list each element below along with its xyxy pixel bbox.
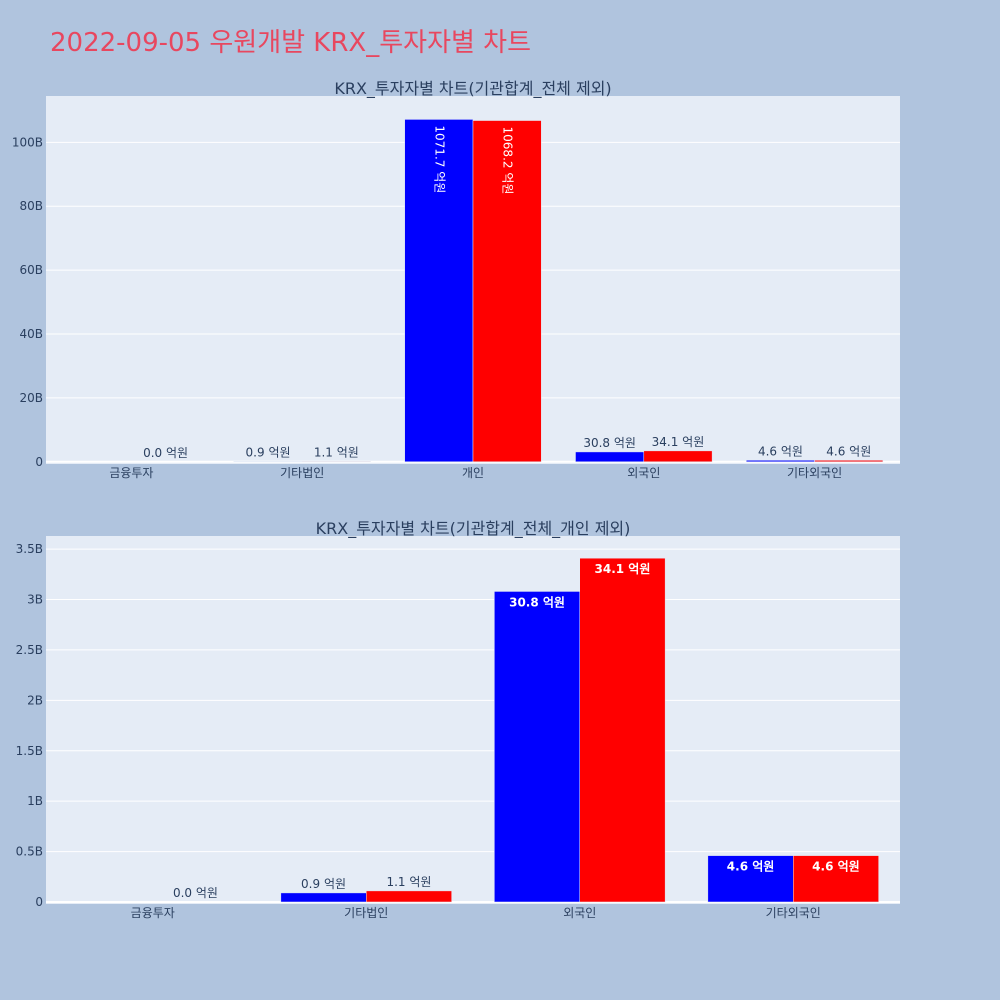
chart-panel-1: 0 20B 40B 60B 80B 100B KRX_투자자별 차트(기관합계_전체 제외)…: [12, 79, 900, 480]
bar: [280, 892, 367, 903]
x-tick-label: 금융투자: [131, 906, 175, 920]
plot-area: [46, 536, 900, 904]
chart-title: KRX_투자자별 차트(기관합계_전체_개인 제외): [316, 519, 631, 539]
data-label: 0.9 억원: [246, 445, 291, 459]
chart-panel-2: 0 0.5B 1B 1.5B 2B 2.5B 3B 3.5B KRX_투자자별 차트(기관합계_…: [16, 519, 900, 920]
bar: [579, 557, 666, 903]
data-label: 0.0 억원: [173, 886, 218, 900]
bar: [575, 451, 645, 463]
x-tick-label: 금융투자: [109, 466, 153, 480]
bar: [707, 855, 794, 903]
y-tick-label: 3.5B: [16, 542, 43, 556]
y-tick-label: 20B: [19, 391, 43, 405]
x-tick-label: 기타외국인: [766, 906, 821, 920]
y-tick-label: 1.5B: [16, 744, 43, 758]
chart-title: KRX_투자자별 차트(기관합계_전체 제외): [334, 79, 611, 99]
data-label: 4.6 억원: [812, 860, 860, 874]
bar: [793, 855, 879, 903]
y-tick-label: 1B: [27, 794, 43, 808]
data-label: 34.1 억원: [595, 562, 651, 576]
y-tick-label: 40B: [19, 327, 43, 341]
y-tick-label: 3B: [27, 593, 43, 607]
bar: [814, 460, 884, 463]
x-tick-label: 기타외국인: [787, 466, 842, 480]
y-tick-label: 2.5B: [16, 643, 43, 657]
y-tick-label: 0.5B: [16, 845, 43, 859]
main-title: 2022-09-05 우원개발 KRX_투자자별 차트: [50, 28, 532, 58]
data-label: 1071.7 억원: [432, 125, 446, 193]
bar: [746, 460, 815, 463]
x-tick-label: 외국인: [563, 906, 596, 920]
data-label: 30.8 억원: [583, 436, 636, 450]
data-label: 34.1 억원: [652, 435, 705, 449]
data-label: 1068.2 억원: [501, 127, 515, 195]
y-tick-label: 0: [35, 895, 43, 909]
bar: [366, 890, 452, 903]
data-label: 4.6 억원: [758, 444, 803, 458]
x-tick-label: 외국인: [627, 466, 660, 480]
bar: [472, 120, 542, 463]
y-tick-label: 60B: [19, 263, 43, 277]
bar: [494, 591, 581, 903]
x-tick-label: 기타법인: [280, 466, 324, 480]
y-tick-label: 0: [35, 455, 43, 469]
y-tick-label: 100B: [12, 135, 43, 149]
y-tick-label: 2B: [27, 693, 43, 707]
data-label: 4.6 억원: [727, 860, 775, 874]
data-label: 0.0 억원: [143, 446, 188, 460]
bar: [643, 450, 713, 463]
x-tick-label: 기타법인: [344, 906, 388, 920]
data-label: 1.1 억원: [386, 875, 431, 889]
bar: [404, 119, 474, 463]
data-label: 0.9 억원: [301, 877, 346, 891]
y-tick-label: 80B: [19, 199, 43, 213]
data-label: 1.1 억원: [314, 445, 359, 459]
data-label: 4.6 억원: [826, 444, 871, 458]
x-tick-label: 개인: [462, 466, 484, 480]
data-label: 30.8 억원: [509, 595, 565, 609]
